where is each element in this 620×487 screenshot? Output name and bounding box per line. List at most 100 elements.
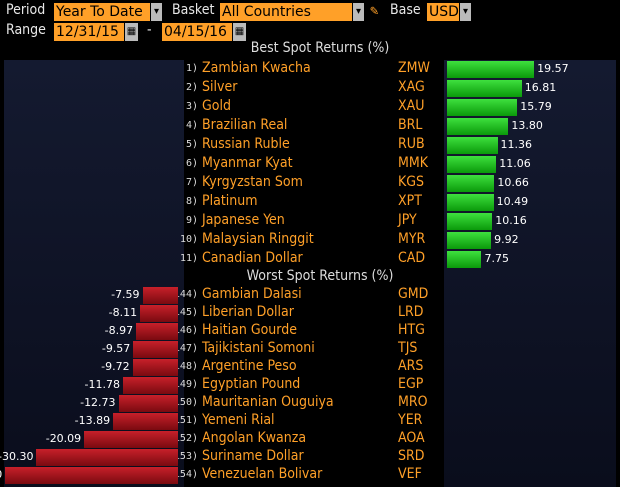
- value-label: -30.30: [0, 450, 34, 463]
- name: Liberian Dollar: [202, 304, 294, 320]
- value-label: -12.73: [80, 396, 116, 409]
- bar: [140, 305, 178, 322]
- value-label: -20.09: [45, 432, 82, 445]
- name: Gambian Dalasi: [202, 286, 302, 302]
- period-dropdown[interactable]: Year To Date: [54, 3, 150, 21]
- value-label: 10.66: [497, 176, 529, 189]
- end-calendar[interactable]: ▦: [233, 23, 246, 41]
- bar: [447, 213, 493, 230]
- bar: [447, 137, 498, 154]
- basket-label: Basket: [172, 2, 215, 18]
- code: AOA: [398, 430, 425, 446]
- value-label: 19.57: [537, 62, 569, 75]
- rank: 148): [173, 361, 198, 372]
- base-arrow[interactable]: ▾: [460, 3, 471, 21]
- name: Zambian Kwacha: [202, 60, 311, 76]
- value-label: 11.36: [500, 138, 533, 151]
- name: Silver: [202, 79, 238, 95]
- start-calendar[interactable]: ▦: [125, 23, 138, 41]
- bar: [132, 359, 178, 376]
- name: Yemeni Rial: [202, 412, 275, 428]
- bar: [5, 467, 178, 484]
- code: MRO: [398, 394, 428, 410]
- value-label: -9.57: [101, 342, 131, 355]
- name: Myanmar Kyat: [202, 155, 293, 171]
- bar: [447, 99, 518, 116]
- end-date[interactable]: 04/15/16: [162, 23, 232, 41]
- value-label: -8.97: [104, 324, 134, 337]
- edit-icon[interactable]: ✎: [370, 3, 379, 19]
- value-label: -7.59: [111, 288, 140, 301]
- rank: 10): [179, 234, 198, 245]
- value-label: 7.75: [484, 252, 509, 265]
- value-label: 9.92: [494, 233, 519, 246]
- rank: 145): [173, 307, 198, 318]
- code: XPT: [398, 193, 422, 209]
- value-label: 10.49: [496, 195, 529, 208]
- rank: 4): [185, 120, 198, 131]
- value-label: 15.79: [520, 100, 552, 113]
- rank: 147): [173, 343, 198, 354]
- name: Russian Ruble: [202, 136, 290, 152]
- name: Malaysian Ringgit: [202, 231, 314, 247]
- bar: [447, 251, 482, 268]
- base-dropdown[interactable]: USD: [427, 3, 459, 21]
- section-title: Worst Spot Returns (%): [246, 268, 394, 284]
- name: Japanese Yen: [202, 212, 285, 228]
- name: Venezuelan Bolivar: [202, 466, 323, 482]
- bar: [447, 61, 535, 78]
- code: GMD: [398, 286, 429, 302]
- name: Gold: [202, 98, 231, 114]
- code: ARS: [398, 358, 424, 374]
- section-title: Best Spot Returns (%): [250, 40, 390, 56]
- bar: [447, 175, 495, 192]
- code: MYR: [398, 231, 426, 247]
- name: Suriname Dollar: [202, 448, 304, 464]
- bar: [447, 232, 492, 249]
- rank: 11): [179, 253, 198, 264]
- rank: 152): [173, 433, 198, 444]
- basket-dropdown[interactable]: All Countries: [220, 3, 352, 21]
- basket-arrow[interactable]: ▾: [353, 3, 364, 21]
- code: YER: [398, 412, 423, 428]
- rank: 2): [185, 82, 198, 93]
- code: MMK: [398, 155, 428, 171]
- bar: [84, 431, 178, 448]
- rank: 154): [173, 469, 198, 480]
- code: CAD: [398, 250, 426, 266]
- start-date[interactable]: 12/31/15: [54, 23, 124, 41]
- value-label: -37.00: [0, 468, 2, 481]
- bar: [447, 118, 509, 135]
- code: RUB: [398, 136, 425, 152]
- code: VEF: [398, 466, 422, 482]
- value-label: 11.06: [499, 157, 531, 170]
- rank: 5): [185, 139, 198, 150]
- rank: 6): [185, 158, 198, 169]
- value-label: -9.72: [101, 360, 130, 373]
- name: Brazilian Real: [202, 117, 288, 133]
- value-label: 16.81: [524, 81, 557, 94]
- bar: [122, 377, 178, 394]
- code: HTG: [398, 322, 425, 338]
- value-label: -11.78: [84, 378, 120, 391]
- code: LRD: [398, 304, 424, 320]
- rank: 8): [185, 196, 198, 207]
- name: Haitian Gourde: [202, 322, 297, 338]
- range-label: Range: [6, 22, 46, 38]
- name: Kyrgyzstan Som: [202, 174, 303, 190]
- code: XAG: [398, 79, 425, 95]
- value-label: -8.11: [108, 306, 138, 319]
- period-arrow[interactable]: ▾: [151, 3, 162, 21]
- rank: 9): [185, 215, 198, 226]
- name: Angolan Kwanza: [202, 430, 307, 446]
- name: Platinum: [202, 193, 258, 209]
- name: Canadian Dollar: [202, 250, 303, 266]
- code: BRL: [398, 117, 423, 133]
- code: TJS: [398, 340, 418, 356]
- period-label: Period: [6, 2, 46, 18]
- code: SRD: [398, 448, 425, 464]
- rank: 149): [173, 379, 198, 390]
- bar: [118, 395, 178, 412]
- code: XAU: [398, 98, 425, 114]
